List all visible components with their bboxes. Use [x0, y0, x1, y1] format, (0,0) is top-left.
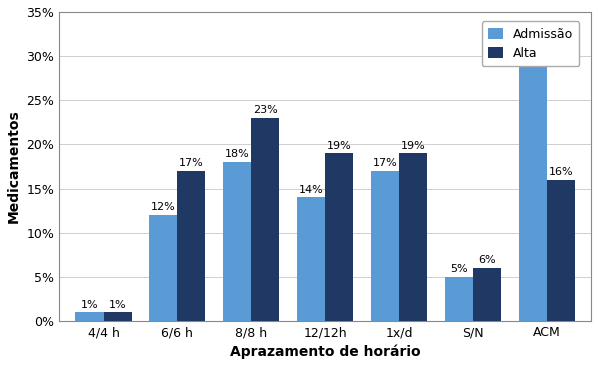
Text: 23%: 23% [253, 105, 277, 115]
Text: 5%: 5% [450, 264, 468, 274]
Bar [547, 180, 575, 321]
Legend: Admissão, Alta: Admissão, Alta [482, 21, 579, 66]
Bar [518, 38, 547, 321]
Bar [150, 215, 178, 321]
Text: 1%: 1% [109, 300, 126, 310]
Text: 6%: 6% [478, 255, 496, 265]
Bar [103, 312, 132, 321]
Text: 14%: 14% [299, 185, 324, 195]
Text: 12%: 12% [151, 202, 176, 213]
Text: 1%: 1% [81, 300, 98, 310]
Text: 19%: 19% [401, 141, 425, 151]
Bar [223, 162, 251, 321]
Bar [371, 171, 399, 321]
Text: 32%: 32% [520, 26, 545, 36]
Text: 19%: 19% [327, 141, 352, 151]
Bar [75, 312, 103, 321]
Bar [297, 198, 325, 321]
Text: 18%: 18% [225, 149, 249, 160]
Bar [399, 153, 427, 321]
Bar [473, 268, 501, 321]
Bar [325, 153, 353, 321]
X-axis label: Aprazamento de horário: Aprazamento de horário [230, 344, 420, 359]
Text: 16%: 16% [548, 167, 573, 177]
Y-axis label: Medicamentos: Medicamentos [7, 110, 21, 223]
Bar [445, 277, 473, 321]
Text: 17%: 17% [179, 158, 204, 168]
Bar [251, 118, 279, 321]
Bar [178, 171, 206, 321]
Text: 17%: 17% [373, 158, 397, 168]
